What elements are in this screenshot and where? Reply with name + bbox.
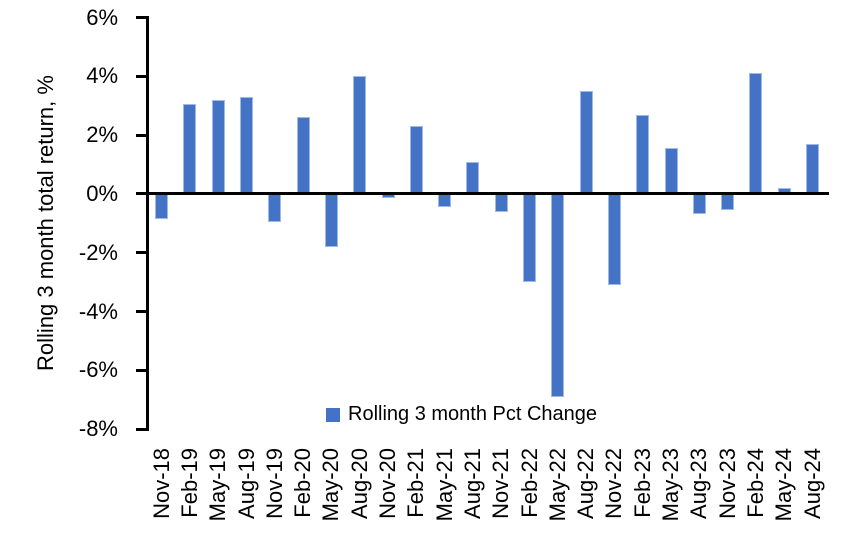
x-tick-label: Feb-20 — [290, 448, 316, 518]
x-tick-label: May-21 — [431, 448, 457, 522]
y-tick — [136, 310, 149, 313]
y-tick-label: 4% — [86, 63, 118, 89]
legend-marker-icon — [326, 407, 340, 422]
bar — [551, 193, 565, 397]
x-tick-label: Nov-19 — [261, 448, 287, 519]
y-tick — [136, 16, 149, 19]
bar — [353, 76, 367, 194]
y-tick — [136, 133, 149, 137]
legend-label: Rolling 3 month Pct Change — [348, 403, 598, 425]
x-tick-label: Nov-21 — [488, 448, 514, 519]
x-tick-label: Aug-21 — [459, 448, 485, 519]
bar — [806, 143, 820, 194]
bar — [466, 161, 480, 194]
y-tick-label: -2% — [78, 239, 118, 265]
x-tick-label: Aug-20 — [346, 448, 372, 519]
y-tick-label: 0% — [86, 180, 118, 206]
bar — [523, 193, 537, 283]
y-tick — [136, 368, 149, 372]
x-tick-label: Feb-24 — [742, 448, 768, 518]
bar — [494, 193, 508, 212]
x-tick-label: Nov-20 — [375, 448, 401, 519]
x-tick-label: Feb-21 — [403, 448, 429, 518]
bar — [183, 104, 197, 194]
y-tick-label: -6% — [78, 357, 118, 383]
y-tick — [136, 192, 149, 196]
bar — [749, 73, 763, 194]
bar — [579, 91, 593, 194]
legend: Rolling 3 month Pct Change — [326, 403, 597, 426]
bar — [324, 193, 338, 247]
x-tick-label: Feb-19 — [176, 448, 202, 518]
y-axis-line — [146, 16, 149, 431]
x-tick-label: Aug-22 — [573, 448, 599, 519]
x-tick-label: Aug-24 — [799, 448, 825, 519]
bar — [211, 99, 225, 194]
x-tick-label: Nov-18 — [148, 448, 174, 519]
x-tick-label: May-24 — [771, 448, 797, 522]
bar — [296, 117, 310, 194]
y-tick-label: -4% — [78, 298, 118, 324]
bar — [409, 126, 423, 194]
x-tick-label: Aug-23 — [686, 448, 712, 519]
zero-line — [146, 192, 829, 196]
y-tick-label: 2% — [86, 122, 118, 148]
x-tick-label: May-19 — [205, 448, 231, 522]
bar — [268, 193, 282, 222]
bar — [664, 148, 678, 194]
x-tick-label: Aug-19 — [233, 448, 259, 519]
y-tick — [136, 74, 149, 78]
x-tick-label: May-23 — [658, 448, 684, 522]
bar — [692, 193, 706, 215]
bar — [155, 193, 169, 219]
bar — [240, 96, 254, 194]
bar — [721, 193, 735, 211]
x-tick-label: Feb-23 — [629, 448, 655, 518]
x-tick-label: Feb-22 — [516, 448, 542, 518]
bar — [607, 193, 621, 286]
x-tick-label: Nov-23 — [714, 448, 740, 519]
x-tick-label: May-22 — [544, 448, 570, 522]
bar — [636, 114, 650, 194]
y-tick — [136, 427, 149, 431]
y-tick-label: -8% — [78, 416, 118, 442]
x-tick-label: Nov-22 — [601, 448, 627, 519]
bar — [438, 193, 452, 208]
y-tick-label: 6% — [86, 4, 118, 30]
y-tick — [136, 251, 149, 255]
x-tick-label: May-20 — [318, 448, 344, 522]
